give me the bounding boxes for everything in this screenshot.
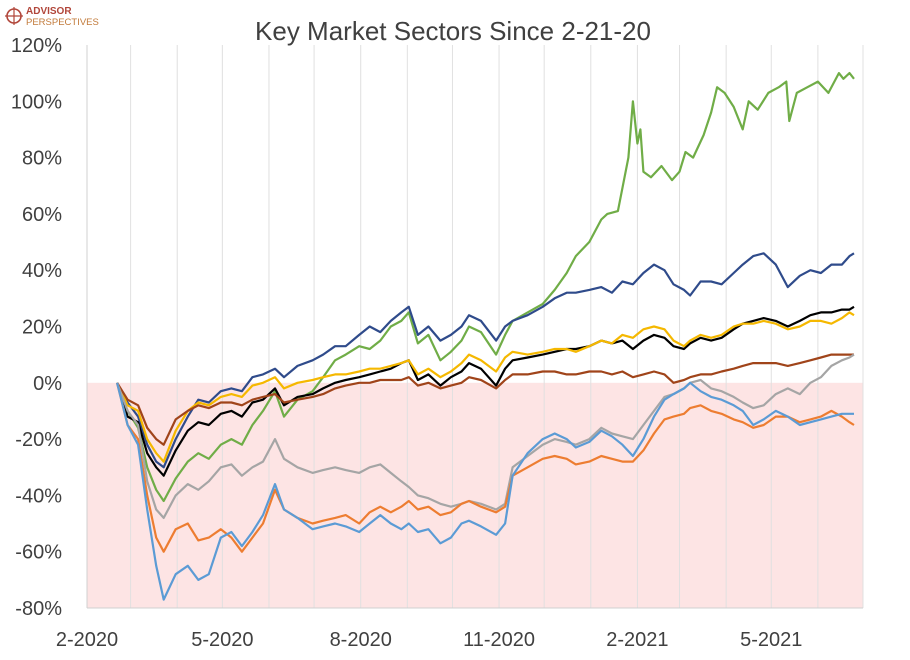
y-axis-tick-labels: 120% 100% 80% 60% 40% 20% 0% -20% -40% -60% -80% — [11, 35, 62, 620]
x-tick-label: 11-2020 — [463, 629, 535, 651]
x-tick-label: 8-2020 — [330, 629, 392, 651]
y-tick-label: -40% — [15, 485, 62, 507]
series-line-3 — [116, 305, 855, 477]
x-tick-label: 2-2021 — [606, 629, 668, 651]
y-tick-label: 20% — [22, 317, 62, 339]
x-tick-label: 2-2020 — [56, 629, 118, 651]
y-tick-label: -60% — [15, 542, 62, 564]
logo-line1: ADVISOR — [26, 6, 72, 17]
y-tick-label: 40% — [22, 260, 62, 282]
series-line-5 — [116, 353, 854, 446]
vertical-gridlines — [86, 45, 864, 608]
x-tick-label: 5-2021 — [740, 629, 802, 651]
y-tick-label: 120% — [11, 35, 62, 57]
axes — [86, 45, 863, 609]
logo-line2: PERSPECTIVES — [26, 17, 99, 28]
series-line-7 — [116, 382, 855, 553]
series-line-2 — [116, 252, 855, 469]
y-tick-label: 60% — [22, 204, 62, 226]
y-tick-label: 80% — [22, 148, 62, 170]
series-line-8 — [116, 381, 854, 601]
advisor-perspectives-logo: ADVISOR PERSPECTIVES — [5, 6, 99, 28]
series-line-6 — [116, 353, 855, 520]
x-axis-tick-labels: 2-2020 5-2020 8-2020 11-2020 2-2021 5-2021 — [56, 629, 803, 651]
y-tick-label: 0% — [33, 373, 62, 395]
series-layer — [116, 71, 855, 601]
chart-title: Key Market Sectors Since 2-21-20 — [255, 16, 651, 46]
x-tick-label: 5-2020 — [191, 629, 253, 651]
series-line-1 — [116, 71, 855, 503]
y-tick-label: 100% — [11, 91, 62, 113]
y-tick-label: -20% — [15, 429, 62, 451]
series-line-4 — [116, 311, 855, 463]
y-tick-label: -80% — [15, 598, 62, 620]
